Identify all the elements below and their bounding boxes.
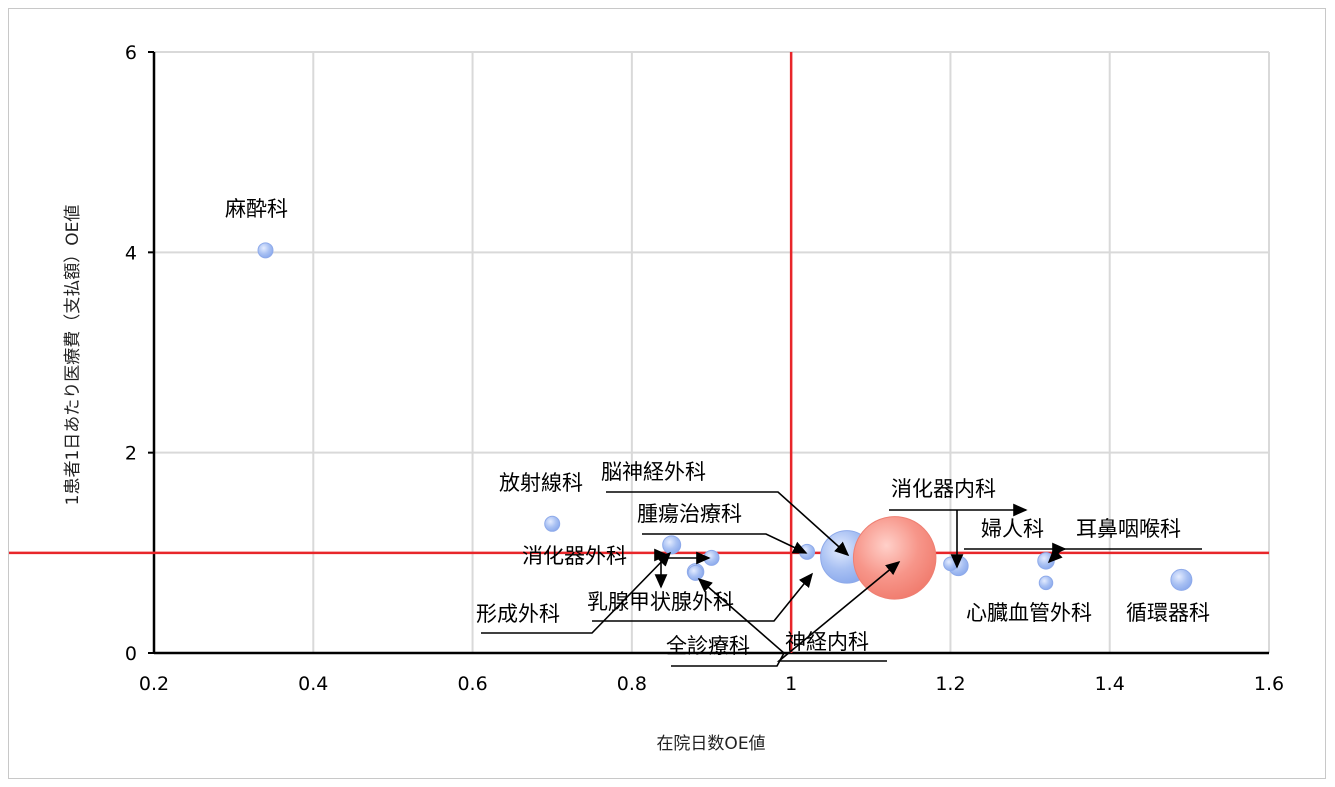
data-label: 消化器内科 (891, 477, 996, 501)
x-axis-title: 在院日数OE値 (656, 734, 765, 754)
data-label: 腫瘍治療科 (637, 502, 742, 526)
y-tick-label: 0 (125, 643, 137, 665)
bubble-point (1170, 568, 1193, 591)
y-tick-label: 4 (125, 242, 137, 264)
y-tick-label: 2 (125, 443, 137, 465)
x-tick-label: 0.8 (617, 673, 647, 695)
bubble-point (687, 564, 704, 581)
x-tick-label: 1.4 (1095, 673, 1125, 695)
x-tick-label: 1.2 (935, 673, 965, 695)
x-tick-label: 1 (785, 673, 797, 695)
label-leader-line (642, 533, 808, 554)
data-label: 消化器外科 (522, 544, 627, 568)
data-label: 脳神経外科 (601, 460, 706, 484)
bubble-point (662, 535, 682, 555)
reference-lines (9, 52, 1269, 653)
bubble-point (852, 516, 937, 600)
label-leader-line (481, 551, 672, 634)
grid-lines (154, 51, 1270, 653)
data-label: 循環器科 (1126, 601, 1210, 625)
chart-frame: 麻酔科放射線科消化器外科形成外科 乳腺甲状腺外科全診療科 脳神経外科腫瘍治療科神経内… (8, 8, 1326, 779)
tick-labels: 0.2 0.4 0.6 0.8 1 1.2 1.4 1.6 0 2 4 6 (125, 42, 1284, 695)
bubbles (257, 242, 1193, 600)
data-label: 耳鼻咽喉科 (1076, 517, 1181, 541)
label-leader-line (592, 572, 814, 622)
label-leader-line (1047, 548, 1202, 564)
data-label: 神経内科 (785, 630, 869, 654)
data-label: 麻酔科 (225, 197, 288, 221)
label-leader-line (776, 560, 901, 662)
bubble-point (943, 556, 958, 572)
x-tick-label: 1.6 (1254, 673, 1284, 695)
data-label: 全診療科 (666, 634, 750, 658)
data-label: 婦人科 (981, 517, 1044, 541)
y-tick-label: 6 (125, 42, 137, 64)
data-label: 放射線科 (499, 471, 583, 495)
bubble-point (544, 515, 561, 532)
label-leader-line (606, 491, 850, 557)
x-tick-label: 0.4 (298, 673, 328, 695)
data-label: 形成外科 (476, 602, 560, 626)
data-label: 心臓血管外科 (966, 601, 1092, 625)
data-label: 乳腺甲状腺外科 (587, 590, 734, 614)
x-tick-label: 0.6 (457, 673, 487, 695)
bubble-point (257, 242, 274, 259)
y-axis-title: 1患者1日あたり医療費（支払額）OE値 (63, 205, 83, 506)
bubble-point (1037, 552, 1055, 570)
x-tick-label: 0.2 (139, 673, 169, 695)
bubble-point (1038, 575, 1054, 591)
